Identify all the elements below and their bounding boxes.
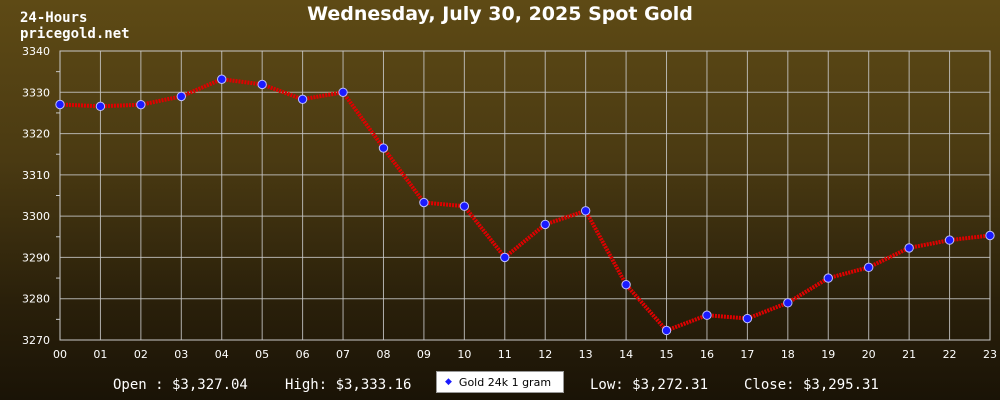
x-tick-label: 18 — [781, 348, 795, 361]
x-tick-label: 03 — [174, 348, 188, 361]
data-point — [863, 262, 874, 273]
data-point — [136, 99, 146, 110]
axis-labels: 00 01 02 03 04 05 06 07 08 09 10 11 12 13 14 15 16 17 18 19… — [22, 45, 997, 361]
period-label: 24-Hours — [20, 10, 88, 26]
x-tick-label: 04 — [215, 348, 229, 361]
data-point — [580, 206, 591, 216]
low-stat: Low: $3,272.31 — [590, 377, 709, 393]
data-point — [378, 143, 389, 153]
data-point — [783, 298, 793, 308]
data-point — [742, 313, 753, 324]
data-point — [217, 74, 227, 84]
x-tick-label: 06 — [296, 348, 310, 361]
x-tick-label: 22 — [943, 348, 957, 361]
data-point — [944, 235, 955, 245]
x-tick-label: 23 — [983, 348, 997, 361]
x-tick-label: 00 — [53, 348, 67, 361]
data-point — [459, 201, 470, 211]
y-tick-label: 3280 — [22, 293, 50, 306]
data-point — [540, 219, 550, 230]
x-tick-label: 20 — [862, 348, 876, 361]
x-tick-label: 08 — [376, 348, 390, 361]
data-point — [55, 99, 65, 110]
y-tick-label: 3300 — [22, 210, 50, 223]
price-series — [55, 74, 995, 336]
data-point — [985, 230, 995, 241]
high-stat: High: $3,333.16 — [285, 377, 412, 393]
data-point — [338, 87, 348, 97]
x-tick-label: 02 — [134, 348, 148, 361]
site-label: pricegold.net — [20, 26, 130, 42]
x-tick-label: 10 — [457, 348, 471, 361]
close-stat: Close: $3,295.31 — [744, 377, 879, 393]
y-tick-label: 3290 — [22, 251, 50, 264]
x-tick-label: 19 — [821, 348, 835, 361]
x-tick-label: 21 — [902, 348, 916, 361]
legend-marker-icon: ◆ — [445, 377, 452, 387]
data-point — [176, 91, 187, 102]
x-tick-label: 14 — [619, 348, 633, 361]
data-point — [823, 273, 833, 283]
open-stat: Open : $3,327.04 — [113, 377, 248, 393]
grid-lines — [56, 50, 991, 341]
y-tick-label: 3340 — [22, 45, 50, 58]
y-tick-label: 3330 — [22, 86, 50, 99]
legend-label: Gold 24k 1 gram — [458, 375, 552, 389]
x-tick-label: 16 — [700, 348, 714, 361]
x-tick-label: 07 — [336, 348, 350, 361]
x-tick-label: 05 — [255, 348, 269, 361]
x-tick-label: 09 — [417, 348, 431, 361]
legend: ◆ Gold 24k 1 gram — [436, 371, 564, 393]
data-point — [257, 79, 267, 90]
data-point — [500, 252, 510, 263]
x-tick-label: 01 — [93, 348, 107, 361]
x-tick-label: 11 — [498, 348, 512, 361]
plot-border — [59, 50, 991, 341]
data-point — [297, 94, 308, 105]
x-tick-label: 15 — [660, 348, 674, 361]
data-point — [419, 197, 429, 208]
x-tick-label: 12 — [538, 348, 552, 361]
series-line — [59, 77, 991, 333]
y-tick-label: 3310 — [22, 169, 50, 182]
data-point — [95, 101, 106, 112]
y-tick-label: 3270 — [22, 334, 50, 347]
y-tick-label: 3320 — [22, 128, 50, 141]
data-point — [702, 310, 712, 320]
x-tick-label: 13 — [579, 348, 593, 361]
data-point — [661, 325, 672, 336]
data-point — [621, 279, 631, 290]
data-point — [904, 243, 914, 253]
chart-title: Wednesday, July 30, 2025 Spot Gold — [307, 3, 693, 25]
x-tick-label: 17 — [740, 348, 754, 361]
